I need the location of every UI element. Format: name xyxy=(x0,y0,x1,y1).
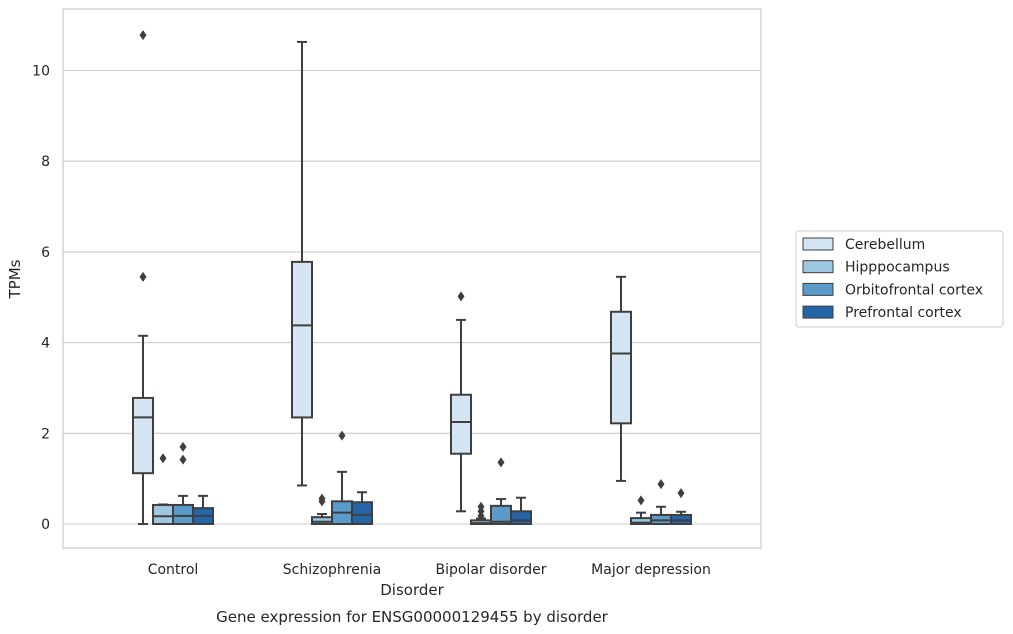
box-iqr xyxy=(351,501,373,525)
legend-label: Prefrontal cortex xyxy=(845,305,962,321)
legend-label: Cerebellum xyxy=(845,237,925,253)
legend-frame xyxy=(795,230,1004,328)
y-tick-label: 8 xyxy=(41,154,50,170)
outlier-point xyxy=(318,493,326,504)
plot-frame xyxy=(62,8,762,549)
outlier-point xyxy=(637,495,645,506)
x-tick-label: Major depression xyxy=(591,562,711,578)
boxes-layer xyxy=(132,30,692,526)
y-tick-label: 2 xyxy=(41,426,50,442)
box-prefrontal-cortex xyxy=(192,494,214,526)
y-axis-title: TPMs xyxy=(6,259,24,299)
legend-label: Orbitofrontal cortex xyxy=(845,282,983,298)
box-cerebellum xyxy=(132,30,154,525)
outlier-point xyxy=(457,291,465,302)
box-iqr xyxy=(172,503,194,526)
outlier-point xyxy=(338,430,346,441)
box-cerebellum xyxy=(291,40,313,487)
outlier-point xyxy=(159,453,167,464)
y-tick-labels: 0 2 4 6 8 10 xyxy=(32,64,50,534)
x-tick-label: Bipolar disorder xyxy=(435,562,546,578)
legend-label: Hipppocampus xyxy=(845,260,950,276)
plot-background xyxy=(63,9,761,548)
box-iqr xyxy=(510,510,532,526)
y-tick-label: 6 xyxy=(41,245,50,261)
chart-caption: Gene expression for ENSG00000129455 by d… xyxy=(216,608,609,626)
x-axis-title: Disorder xyxy=(380,581,444,599)
legend-swatch xyxy=(802,237,834,251)
box-iqr xyxy=(311,516,333,526)
legend: Cerebellum Hipppocampus Orbitofrontal cort… xyxy=(795,230,1004,328)
legend-swatch xyxy=(802,282,834,296)
box-hipppocampus xyxy=(311,493,333,526)
outlier-point xyxy=(179,441,187,452)
outlier-point xyxy=(139,30,147,41)
box-cerebellum xyxy=(610,275,632,482)
box-iqr xyxy=(132,396,154,475)
x-tick-label: Schizophrenia xyxy=(283,562,381,578)
x-tick-label: Control xyxy=(148,562,199,578)
y-tick-label: 0 xyxy=(41,517,50,533)
box-iqr xyxy=(152,503,174,526)
outlier-point xyxy=(497,457,505,468)
outlier-point xyxy=(139,271,147,282)
legend-swatch xyxy=(802,260,834,274)
outlier-point xyxy=(179,454,187,465)
outlier-point xyxy=(657,479,665,490)
box-prefrontal-cortex xyxy=(670,488,692,525)
box-iqr xyxy=(610,310,632,425)
box-prefrontal-cortex xyxy=(351,491,373,525)
outlier-point xyxy=(477,501,485,512)
legend-swatch xyxy=(802,305,834,319)
box-iqr xyxy=(450,393,472,455)
box-cerebellum xyxy=(450,291,472,513)
box-prefrontal-cortex xyxy=(510,496,532,526)
x-tick-labels: Control Schizophrenia Bipolar disorder Majo… xyxy=(148,562,711,578)
y-tick-label: 10 xyxy=(32,64,50,80)
box-orbitofrontal-cortex xyxy=(172,441,194,526)
box-iqr xyxy=(291,260,313,419)
box-orbitofrontal-cortex xyxy=(331,430,353,526)
outlier-point xyxy=(677,488,685,499)
y-tick-label: 4 xyxy=(41,336,50,352)
